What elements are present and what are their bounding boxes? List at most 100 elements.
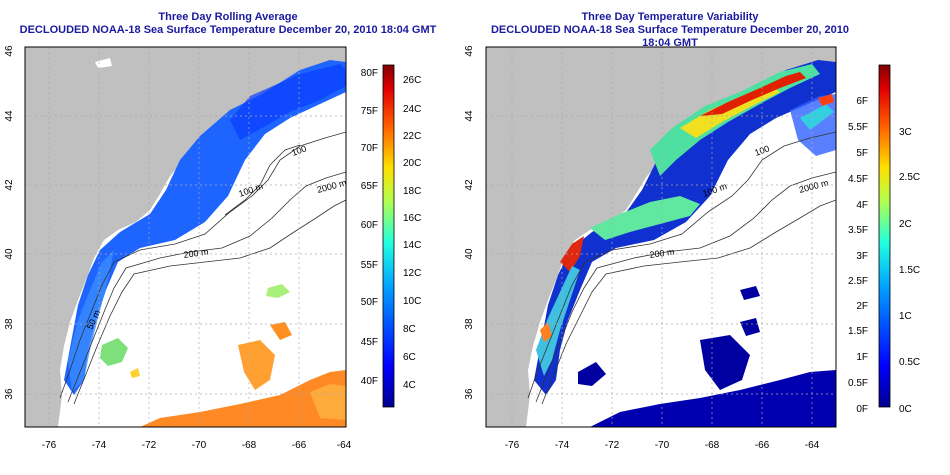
right-var-red-north xyxy=(700,72,806,116)
right-y-tick: 46 xyxy=(464,45,475,57)
colorbar-c-label: 3C xyxy=(899,127,912,138)
colorbar-c-label: 0C xyxy=(899,404,912,415)
colorbar-f-label: 80F xyxy=(361,68,378,79)
left-green-patch xyxy=(100,338,128,366)
colorbar-f-label: 55F xyxy=(361,260,378,271)
colorbar-f-label: 5.5F xyxy=(848,122,868,133)
right-x-tick: -64 xyxy=(805,440,820,451)
colorbar-c-label: 12C xyxy=(403,268,421,279)
left-contour-label-1: 100 xyxy=(290,143,308,158)
left-warm-south xyxy=(140,370,346,427)
colorbar-f-label: 5F xyxy=(856,148,868,159)
left-y-tick: 38 xyxy=(4,318,15,330)
colorbar-c-label: 2.5C xyxy=(899,172,920,183)
right-var-green-mid xyxy=(590,196,700,240)
right-y-axis: 36 38 40 42 44 46 xyxy=(464,45,475,400)
left-land xyxy=(25,47,346,427)
right-var-offshore-4 xyxy=(590,370,836,427)
right-land xyxy=(486,47,836,427)
right-colorbar-c-labels: 3C 2.5C 2C 1.5C 1C 0.5C 0C xyxy=(899,127,920,415)
colorbar-f-label: 65F xyxy=(361,181,378,192)
colorbar-f-label: 4F xyxy=(856,200,868,211)
right-var-shelf xyxy=(534,60,836,395)
right-y-tick: 36 xyxy=(464,388,475,400)
left-sst-coast xyxy=(68,250,114,392)
right-map: 100 100 m 2000 m 200 m -76 -74 -72 -70 -… xyxy=(464,45,837,451)
left-x-tick: -76 xyxy=(42,440,57,451)
left-x-tick: -68 xyxy=(242,440,257,451)
colorbar-c-label: 20C xyxy=(403,158,421,169)
colorbar-c-label: 22C xyxy=(403,131,421,142)
right-x-axis: -76 -74 -72 -70 -68 -66 -64 xyxy=(505,440,820,451)
left-x-tick: -64 xyxy=(337,440,352,451)
colorbar-f-label: 50F xyxy=(361,297,378,308)
right-x-tick: -74 xyxy=(555,440,570,451)
right-x-tick: -66 xyxy=(755,440,770,451)
right-var-offshore-2 xyxy=(700,335,750,390)
colorbar-c-label: 1.5C xyxy=(899,265,920,276)
left-x-tick: -74 xyxy=(92,440,107,451)
colorbar-c-label: 16C xyxy=(403,213,421,224)
colorbar-f-label: 0F xyxy=(856,404,868,415)
left-colorbar: 80F 75F 70F 65F 60F 55F 50F 45F 40F 26C … xyxy=(361,64,421,408)
right-map-frame xyxy=(485,46,837,428)
colorbar-f-label: 70F xyxy=(361,143,378,154)
right-y-tick: 42 xyxy=(464,179,475,191)
colorbar-f-label: 40F xyxy=(361,376,378,387)
colorbar-f-label: 2.5F xyxy=(848,276,868,287)
right-var-offshore-1 xyxy=(740,286,760,300)
left-x-tick: -72 xyxy=(142,440,157,451)
left-y-tick: 40 xyxy=(4,248,15,260)
colorbar-c-label: 2C xyxy=(899,219,912,230)
colorbar-f-label: 1.5F xyxy=(848,326,868,337)
left-x-tick: -70 xyxy=(192,440,207,451)
right-panel-subtitle: DECLOUDED NOAA-18 Sea Surface Temperatur… xyxy=(490,24,850,49)
right-y-tick: 44 xyxy=(464,110,475,122)
left-warm-south-2 xyxy=(310,384,346,420)
right-panel-title-block: Three Day Temperature Variability DECLOU… xyxy=(480,11,860,50)
left-map: 100 100 m 2000 m 200 m 50 m -76 -74 -72 … xyxy=(4,45,352,451)
right-var-offshore-5 xyxy=(578,362,606,386)
colorbar-f-label: 6F xyxy=(856,96,868,107)
colorbar-c-label: 26C xyxy=(403,75,421,86)
left-map-frame xyxy=(24,46,347,428)
colorbar-c-label: 14C xyxy=(403,240,421,251)
right-var-gulf-cyan xyxy=(800,104,834,130)
left-lake xyxy=(95,58,112,68)
left-sst-inner xyxy=(230,64,346,140)
colorbar-c-label: 24C xyxy=(403,104,421,115)
left-panel-title: Three Day Rolling Average xyxy=(158,11,298,23)
colorbar-f-label: 0.5F xyxy=(848,378,868,389)
colorbar-f-label: 75F xyxy=(361,106,378,117)
right-x-tick: -68 xyxy=(705,440,720,451)
right-x-tick: -72 xyxy=(605,440,620,451)
right-colorbar: 6F 5.5F 5F 4.5F 4F 3.5F 3F 2.5F 2F 1.5F … xyxy=(848,64,920,415)
left-warm-spot xyxy=(130,368,140,378)
colorbar-c-label: 1C xyxy=(899,311,912,322)
left-panel-title-block: Three Day Rolling Average DECLOUDED NOAA… xyxy=(0,11,456,37)
left-colorbar-c-labels: 26C 24C 22C 20C 18C 16C 14C 12C 10C 8C 6… xyxy=(403,75,421,391)
left-x-tick: -66 xyxy=(292,440,307,451)
left-y-axis: 36 38 40 42 44 46 xyxy=(4,45,15,400)
colorbar-f-label: 45F xyxy=(361,337,378,348)
colorbar-c-label: 10C xyxy=(403,296,421,307)
left-contour-label-4: 200 m xyxy=(183,247,209,260)
left-y-tick: 44 xyxy=(4,110,15,122)
left-bathymetry-contours xyxy=(59,131,346,405)
colorbar-f-label: 2F xyxy=(856,301,868,312)
left-panel-subtitle: DECLOUDED NOAA-18 Sea Surface Temperatur… xyxy=(19,24,437,36)
colorbar-f-label: 1F xyxy=(856,352,868,363)
left-y-tick: 46 xyxy=(4,45,15,57)
colorbar-f-label: 60F xyxy=(361,220,378,231)
colorbar-f-label: 3.5F xyxy=(848,225,868,236)
right-var-gulf-red xyxy=(818,94,834,106)
right-y-tick: 38 xyxy=(464,318,475,330)
right-y-tick: 40 xyxy=(464,248,475,260)
left-grid xyxy=(25,47,346,427)
colorbar-c-label: 4C xyxy=(403,380,416,391)
left-colorbar-scale xyxy=(382,64,395,408)
left-colorbar-f-labels: 80F 75F 70F 65F 60F 55F 50F 45F 40F xyxy=(361,68,378,387)
left-orange-patch xyxy=(238,340,275,390)
right-grid xyxy=(486,47,836,427)
